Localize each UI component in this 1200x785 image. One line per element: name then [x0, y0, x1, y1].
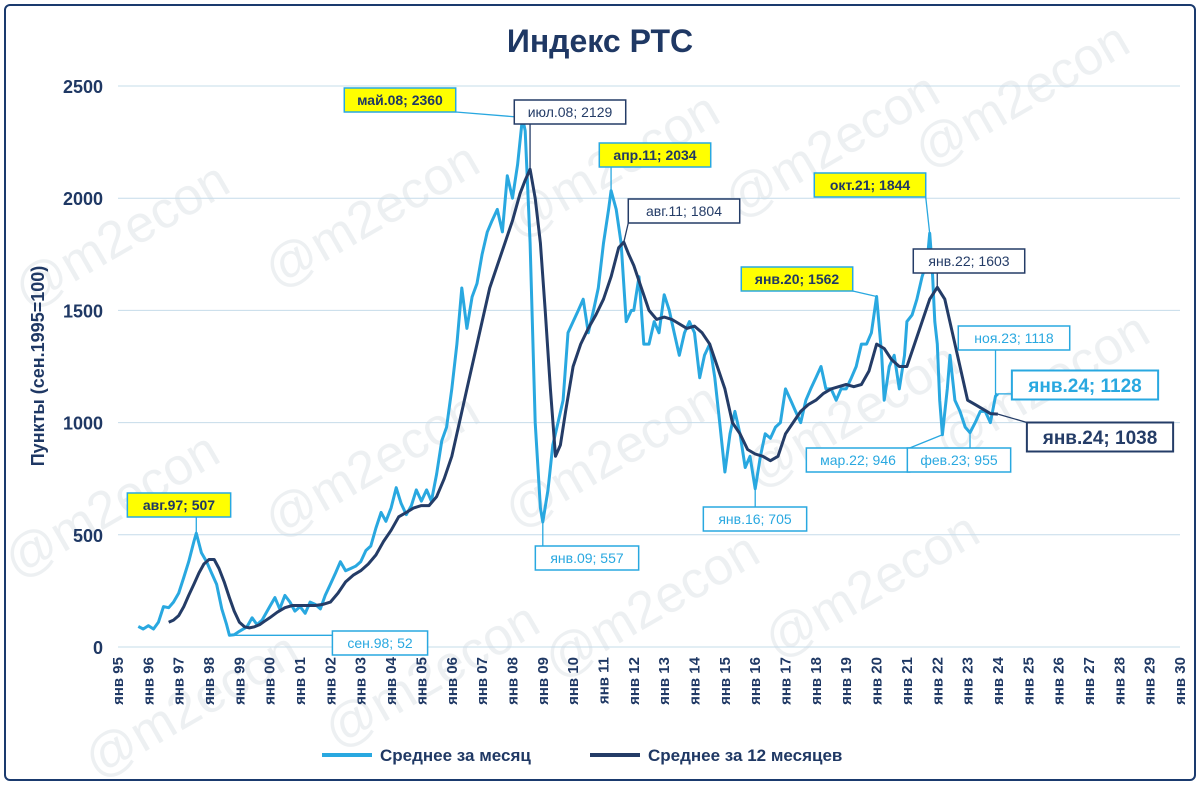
annotation-label: янв.24; 1038 — [1042, 428, 1158, 449]
x-tick-label: янв 13 — [656, 657, 673, 705]
annotation-box — [813, 172, 927, 198]
x-tick-label: янв 19 — [838, 657, 855, 705]
annotation-leader — [909, 434, 943, 449]
annotation-box — [702, 506, 808, 532]
annotation-leader — [455, 111, 523, 119]
x-tick-label: янв 99 — [231, 657, 248, 705]
watermark-7: @m2econ — [494, 371, 729, 540]
x-tick-label: янв 07 — [474, 657, 491, 705]
annotation-box — [906, 447, 1012, 473]
x-tick-label: янв 00 — [262, 657, 279, 705]
x-tick-label: янв 96 — [140, 657, 157, 705]
x-tick-label: янв 97 — [171, 657, 188, 705]
x-tick-label: янв 23 — [960, 657, 977, 705]
y-tick-label: 1000 — [63, 414, 103, 434]
x-tick-label: янв 30 — [1172, 657, 1189, 705]
chart-title: Индекс РТС — [507, 23, 693, 59]
annotation-label: май.08; 2360 — [357, 92, 443, 108]
x-tick-label: янв 09 — [535, 657, 552, 705]
x-tick-label: янв 24 — [990, 656, 1007, 705]
annotation-label: авг.97; 507 — [143, 497, 215, 513]
annotation-box — [534, 545, 640, 571]
annotation-box — [912, 248, 1026, 274]
x-tick-label: янв 12 — [626, 657, 643, 705]
annotation-leader — [852, 290, 877, 298]
x-tick-label: янв 14 — [687, 656, 704, 705]
series-line-0 — [137, 115, 999, 637]
annotation-label: апр.11; 2034 — [613, 147, 696, 163]
annotation-label: янв.09; 557 — [550, 550, 624, 566]
annotation-label: фев.23; 955 — [920, 452, 998, 468]
annotation-box — [513, 99, 627, 125]
annotation-box — [331, 630, 429, 656]
annotation-box — [1010, 369, 1160, 401]
x-tick-label: янв 01 — [292, 657, 309, 705]
x-tick-label: янв 03 — [353, 657, 370, 705]
x-tick-label: янв 06 — [444, 657, 461, 705]
annotation-leader — [925, 196, 931, 234]
annotation-label: сен.98; 52 — [347, 635, 413, 651]
annotation-box — [1025, 421, 1175, 453]
annotation-box — [957, 325, 1071, 351]
y-tick-label: 2500 — [63, 77, 103, 97]
annotation-leader — [997, 413, 1028, 424]
x-tick-label: янв 15 — [717, 657, 734, 705]
series-lines — [137, 115, 999, 637]
annotation-box — [343, 87, 457, 113]
annotation-label: янв.20; 1562 — [755, 271, 840, 287]
x-tick-label: янв 27 — [1081, 657, 1098, 705]
series-line-1 — [168, 167, 998, 630]
legend-label-1: Среднее за 12 месяцев — [648, 746, 842, 765]
y-tick-label: 0 — [93, 638, 103, 658]
x-tick-label: янв 02 — [322, 657, 339, 705]
annotation-box — [740, 266, 854, 292]
legend: Среднее за месяц Среднее за 12 месяцев — [322, 746, 842, 765]
watermark-1: @m2econ — [254, 131, 489, 300]
x-tick-label: янв 26 — [1051, 657, 1068, 705]
x-tick-label: янв 11 — [595, 657, 612, 704]
x-tick-label: янв 10 — [565, 657, 582, 705]
annotation-label: окт.21; 1844 — [830, 177, 911, 193]
annotations: авг.97; 507 сен.98; 52 май.08; 2360 июл.08;… — [126, 87, 1175, 656]
x-tick-label: янв 04 — [383, 656, 400, 705]
annotation-label: мар.22; 946 — [820, 452, 896, 468]
x-tick-label: янв 28 — [1111, 657, 1128, 705]
x-tick-label: янв 16 — [747, 657, 764, 705]
watermark-6: @m2econ — [254, 381, 489, 550]
y-axis-label: Пункты (сен.1995=100) — [28, 266, 48, 467]
x-tick-label: янв 25 — [1020, 657, 1037, 705]
legend-label-0: Среднее за месяц — [380, 746, 531, 765]
y-tick-label: 1500 — [63, 301, 103, 321]
annotation-label: июл.08; 2129 — [528, 104, 613, 120]
y-tick-label: 500 — [73, 526, 103, 546]
x-tick-label: янв 08 — [504, 657, 521, 705]
annotation-box — [598, 142, 712, 168]
x-tick-label: янв 18 — [808, 657, 825, 705]
annotation-label: янв.24; 1128 — [1027, 376, 1141, 397]
x-tick-label: янв 98 — [201, 657, 218, 705]
x-tick-label: янв 29 — [1142, 657, 1159, 705]
annotation-box — [126, 492, 232, 518]
x-tick-label: янв 22 — [929, 657, 946, 705]
annotation-leader — [623, 222, 629, 243]
x-tick-label: янв 21 — [899, 657, 916, 705]
annotation-box — [627, 198, 741, 224]
x-tick-label: янв 17 — [778, 657, 795, 705]
axes: 0 500 1000 1500 2000 2500 янв 95 янв 96 янв 97 ян… — [63, 77, 1189, 705]
y-tick-label: 2000 — [63, 189, 103, 209]
annotation-label: авг.11; 1804 — [646, 203, 722, 219]
chart-frame — [4, 4, 1196, 781]
annotation-label: янв.22; 1603 — [928, 253, 1009, 269]
annotation-label: янв.16; 705 — [718, 511, 792, 527]
annotation-label: ноя.23; 1118 — [974, 330, 1054, 346]
x-tick-label: янв 20 — [869, 657, 886, 705]
x-tick-label: янв 05 — [413, 657, 430, 705]
x-tick-label: янв 95 — [110, 657, 127, 705]
